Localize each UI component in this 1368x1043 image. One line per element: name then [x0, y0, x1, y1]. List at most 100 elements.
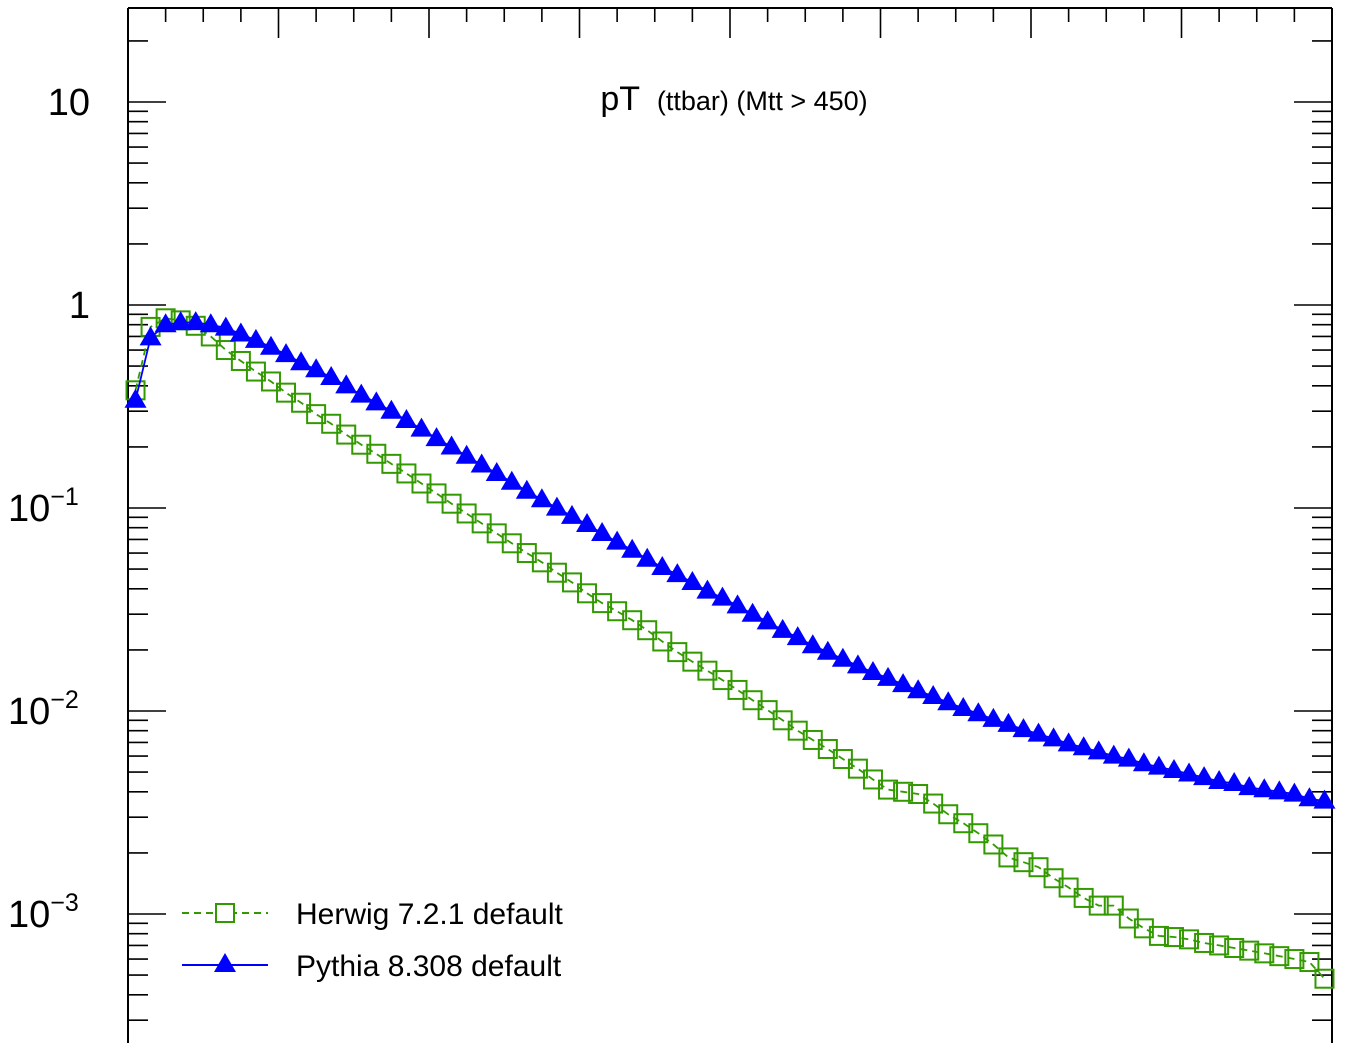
- plot-frame: [127, 7, 1333, 1043]
- herwig-point: [923, 793, 944, 814]
- pythia-point: [861, 660, 884, 680]
- herwig-point: [968, 823, 989, 844]
- herwig-point: [847, 758, 868, 779]
- pythia-point: [214, 316, 237, 336]
- pythia-point: [967, 702, 990, 722]
- pythia-point: [199, 313, 222, 333]
- herwig-point: [1224, 938, 1245, 959]
- pythia-point: [320, 365, 343, 385]
- legend-label-pythia: Pythia 8.308 default: [296, 950, 562, 983]
- legend-entry-herwig: Herwig 7.2.1 default: [182, 898, 563, 931]
- y-tick-label: 10: [48, 82, 90, 124]
- pythia-point: [1268, 780, 1291, 800]
- herwig-point: [652, 631, 673, 652]
- pythia-point: [335, 374, 358, 394]
- herwig-point: [637, 620, 658, 641]
- series-line-1: [134, 321, 1325, 802]
- legend-marker-pythia: [214, 953, 236, 972]
- pythia-point: [290, 351, 313, 371]
- pythia-point: [801, 634, 824, 654]
- y-tick-exponent: −2: [50, 686, 79, 714]
- pythia-point: [636, 547, 659, 567]
- pythia-point: [982, 707, 1005, 727]
- herwig-point: [757, 700, 778, 721]
- pythia-point: [831, 647, 854, 667]
- pythia-point: [1057, 732, 1080, 752]
- pythia-point: [515, 479, 538, 499]
- herwig-point: [230, 350, 251, 371]
- herwig-point: [1148, 925, 1169, 946]
- y-tick-exponent: −1: [50, 483, 79, 511]
- pythia-point: [606, 530, 629, 550]
- pythia-point: [1117, 747, 1140, 767]
- pythia-point: [530, 488, 553, 508]
- pythia-point: [305, 358, 328, 378]
- y-tick-base: 10: [8, 691, 50, 733]
- y-tick-label: 1: [69, 285, 90, 327]
- pythia-point: [937, 691, 960, 711]
- pythia-point: [1132, 752, 1155, 772]
- herwig-point: [1209, 935, 1230, 956]
- herwig-point: [1284, 949, 1305, 970]
- herwig-point: [561, 572, 582, 593]
- pythia-point: [410, 417, 433, 437]
- herwig-point: [1299, 952, 1320, 973]
- pythia-point: [1027, 722, 1050, 742]
- pythia-point: [275, 343, 298, 363]
- y-tick-label: 10−1: [8, 483, 79, 530]
- pythia-point: [1147, 755, 1170, 775]
- pythia-point: [1072, 736, 1095, 756]
- pythia-point: [1223, 771, 1246, 791]
- pythia-point: [124, 388, 147, 408]
- pythia-point: [877, 666, 900, 686]
- legend-marker-herwig: [215, 903, 235, 923]
- y-tick-label: 10−3: [8, 889, 79, 936]
- pythia-point: [1298, 787, 1321, 807]
- pythia-point: [244, 328, 267, 348]
- pythia-point: [621, 538, 644, 558]
- legend: Herwig 7.2.1 default Pythia 8.308 defaul…: [182, 898, 563, 983]
- herwig-point: [291, 392, 312, 413]
- pythia-point: [1178, 762, 1201, 782]
- herwig-point: [1088, 895, 1109, 916]
- herwig-point: [276, 382, 297, 403]
- pythia-point: [816, 640, 839, 660]
- pythia-point: [786, 626, 809, 646]
- herwig-point: [1163, 927, 1184, 948]
- chart-title-main: pT: [600, 80, 639, 118]
- pythia-point: [560, 504, 583, 524]
- herwig-point: [366, 443, 387, 464]
- pythia-point: [350, 383, 373, 403]
- herwig-point: [426, 483, 447, 504]
- series-layer: [124, 308, 1336, 989]
- pythia-point: [139, 326, 162, 346]
- legend-entry-pythia: Pythia 8.308 default: [182, 950, 562, 983]
- herwig-point: [998, 847, 1019, 868]
- pythia-point: [666, 563, 689, 583]
- pythia-point: [154, 313, 177, 333]
- pythia-point: [485, 462, 508, 482]
- pythia-point: [365, 391, 388, 411]
- herwig-point: [336, 424, 357, 445]
- herwig-point: [893, 781, 914, 802]
- herwig-point: [1179, 929, 1200, 950]
- herwig-point: [1254, 943, 1275, 964]
- pythia-point: [455, 444, 478, 464]
- herwig-point: [862, 769, 883, 790]
- series-line-0: [134, 317, 1326, 980]
- chart-title: pT (ttbar) (Mtt > 450): [600, 80, 867, 118]
- y-tick-base: 10: [8, 488, 50, 530]
- pythia-point: [1313, 789, 1336, 809]
- y-tick-label: 10−2: [8, 686, 79, 733]
- pythia-point: [1012, 718, 1035, 738]
- pythia-point: [922, 685, 945, 705]
- herwig-point: [878, 779, 899, 800]
- pythia-point: [696, 579, 719, 599]
- pythia-point: [591, 521, 614, 541]
- pythia-point: [440, 435, 463, 455]
- pythia-point: [184, 311, 207, 331]
- pythia-point: [259, 335, 282, 355]
- pythia-point: [380, 399, 403, 419]
